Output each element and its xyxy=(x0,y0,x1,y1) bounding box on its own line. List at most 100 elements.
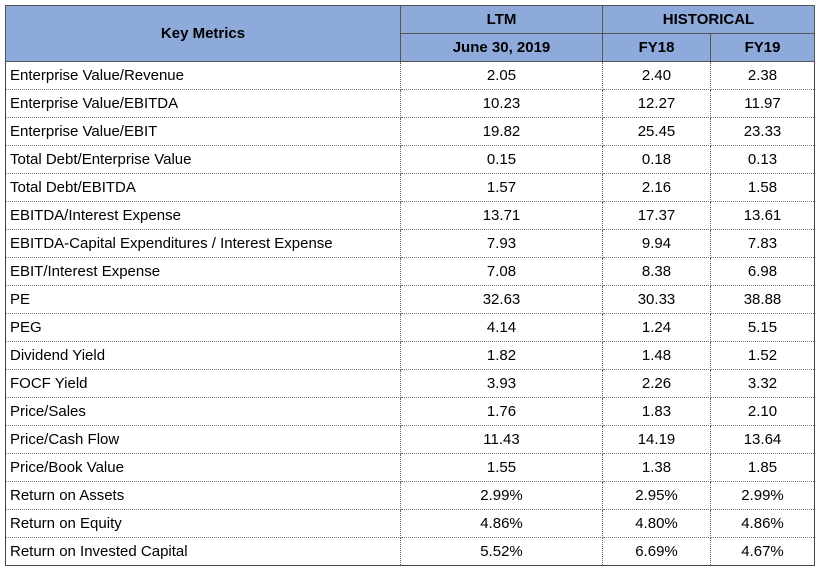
metric-label: EBITDA/Interest Expense xyxy=(5,201,401,230)
fy19-value: 4.86% xyxy=(710,509,815,538)
ltm-value: 1.55 xyxy=(400,453,603,482)
table-row: PEG 4.14 1.24 5.15 xyxy=(5,313,815,342)
fy19-value: 38.88 xyxy=(710,285,815,314)
table-row: Enterprise Value/Revenue 2.05 2.40 2.38 xyxy=(5,61,815,90)
fy19-value: 5.15 xyxy=(710,313,815,342)
table-row: Enterprise Value/EBITDA 10.23 12.27 11.97 xyxy=(5,89,815,118)
table-header: Key Metrics LTM HISTORICAL June 30, 2019… xyxy=(5,5,815,62)
metric-label: Enterprise Value/EBIT xyxy=(5,117,401,146)
table-row: Price/Cash Flow 11.43 14.19 13.64 xyxy=(5,425,815,454)
table-row: Total Debt/Enterprise Value 0.15 0.18 0.13 xyxy=(5,145,815,174)
ltm-value: 1.82 xyxy=(400,341,603,370)
table-row: Dividend Yield 1.82 1.48 1.52 xyxy=(5,341,815,370)
fy19-value: 1.52 xyxy=(710,341,815,370)
fy18-value: 1.24 xyxy=(602,313,711,342)
fy19-value: 2.99% xyxy=(710,481,815,510)
ltm-value: 3.93 xyxy=(400,369,603,398)
metric-label: EBIT/Interest Expense xyxy=(5,257,401,286)
fy19-value: 1.58 xyxy=(710,173,815,202)
ltm-value: 7.08 xyxy=(400,257,603,286)
metric-label: Return on Equity xyxy=(5,509,401,538)
ltm-value: 7.93 xyxy=(400,229,603,258)
fy19-value: 13.61 xyxy=(710,201,815,230)
table-row: EBITDA-Capital Expenditures / Interest E… xyxy=(5,229,815,258)
ltm-value: 0.15 xyxy=(400,145,603,174)
fy18-value: 14.19 xyxy=(602,425,711,454)
metric-label: FOCF Yield xyxy=(5,369,401,398)
fy18-value: 2.95% xyxy=(602,481,711,510)
table-row: FOCF Yield 3.93 2.26 3.32 xyxy=(5,369,815,398)
fy19-value: 7.83 xyxy=(710,229,815,258)
fy19-value: 2.10 xyxy=(710,397,815,426)
fy18-value: 1.48 xyxy=(602,341,711,370)
key-metrics-table-container: Key Metrics LTM HISTORICAL June 30, 2019… xyxy=(5,5,815,566)
table-row: Price/Sales 1.76 1.83 2.10 xyxy=(5,397,815,426)
fy19-value: 6.98 xyxy=(710,257,815,286)
metric-label: Return on Invested Capital xyxy=(5,537,401,566)
key-metrics-header: Key Metrics xyxy=(5,5,401,62)
metric-label: PEG xyxy=(5,313,401,342)
table-body: Enterprise Value/Revenue 2.05 2.40 2.38 Ente… xyxy=(5,61,815,566)
fy19-value: 3.32 xyxy=(710,369,815,398)
ltm-value: 2.99% xyxy=(400,481,603,510)
fy19-value: 13.64 xyxy=(710,425,815,454)
historical-header: HISTORICAL xyxy=(602,5,815,34)
table-row: Return on Invested Capital 5.52% 6.69% 4.67… xyxy=(5,537,815,566)
metric-label: Return on Assets xyxy=(5,481,401,510)
metric-label: Total Debt/EBITDA xyxy=(5,173,401,202)
metric-label: Price/Book Value xyxy=(5,453,401,482)
metric-label: Dividend Yield xyxy=(5,341,401,370)
ltm-value: 11.43 xyxy=(400,425,603,454)
fy19-value: 23.33 xyxy=(710,117,815,146)
ltm-header: LTM xyxy=(400,5,603,34)
metric-label: Enterprise Value/EBITDA xyxy=(5,89,401,118)
fy18-value: 2.16 xyxy=(602,173,711,202)
fy19-value: 1.85 xyxy=(710,453,815,482)
fy18-header: FY18 xyxy=(602,33,711,62)
fy18-value: 6.69% xyxy=(602,537,711,566)
fy18-value: 1.83 xyxy=(602,397,711,426)
table-row: Price/Book Value 1.55 1.38 1.85 xyxy=(5,453,815,482)
metric-label: PE xyxy=(5,285,401,314)
fy18-value: 30.33 xyxy=(602,285,711,314)
ltm-value: 4.86% xyxy=(400,509,603,538)
fy19-header: FY19 xyxy=(710,33,815,62)
fy19-value: 4.67% xyxy=(710,537,815,566)
metric-label: Enterprise Value/Revenue xyxy=(5,61,401,90)
table-row: Return on Assets 2.99% 2.95% 2.99% xyxy=(5,481,815,510)
fy18-value: 12.27 xyxy=(602,89,711,118)
ltm-value: 19.82 xyxy=(400,117,603,146)
ltm-value: 1.76 xyxy=(400,397,603,426)
fy18-value: 0.18 xyxy=(602,145,711,174)
table-row: EBIT/Interest Expense 7.08 8.38 6.98 xyxy=(5,257,815,286)
fy18-value: 1.38 xyxy=(602,453,711,482)
ltm-date-header: June 30, 2019 xyxy=(400,33,603,62)
ltm-value: 1.57 xyxy=(400,173,603,202)
fy18-value: 2.26 xyxy=(602,369,711,398)
metric-label: EBITDA-Capital Expenditures / Interest E… xyxy=(5,229,401,258)
table-row: Return on Equity 4.86% 4.80% 4.86% xyxy=(5,509,815,538)
fy19-value: 0.13 xyxy=(710,145,815,174)
key-metrics-table: Key Metrics LTM HISTORICAL June 30, 2019… xyxy=(5,5,815,566)
fy18-value: 9.94 xyxy=(602,229,711,258)
metric-label: Total Debt/Enterprise Value xyxy=(5,145,401,174)
ltm-value: 5.52% xyxy=(400,537,603,566)
metric-label: Price/Cash Flow xyxy=(5,425,401,454)
table-row: PE 32.63 30.33 38.88 xyxy=(5,285,815,314)
fy18-value: 25.45 xyxy=(602,117,711,146)
fy19-value: 2.38 xyxy=(710,61,815,90)
metric-label: Price/Sales xyxy=(5,397,401,426)
ltm-value: 10.23 xyxy=(400,89,603,118)
fy18-value: 2.40 xyxy=(602,61,711,90)
fy18-value: 8.38 xyxy=(602,257,711,286)
ltm-value: 4.14 xyxy=(400,313,603,342)
ltm-value: 32.63 xyxy=(400,285,603,314)
fy18-value: 4.80% xyxy=(602,509,711,538)
fy19-value: 11.97 xyxy=(710,89,815,118)
ltm-value: 2.05 xyxy=(400,61,603,90)
ltm-value: 13.71 xyxy=(400,201,603,230)
table-row: EBITDA/Interest Expense 13.71 17.37 13.61 xyxy=(5,201,815,230)
fy18-value: 17.37 xyxy=(602,201,711,230)
table-row: Total Debt/EBITDA 1.57 2.16 1.58 xyxy=(5,173,815,202)
table-row: Enterprise Value/EBIT 19.82 25.45 23.33 xyxy=(5,117,815,146)
